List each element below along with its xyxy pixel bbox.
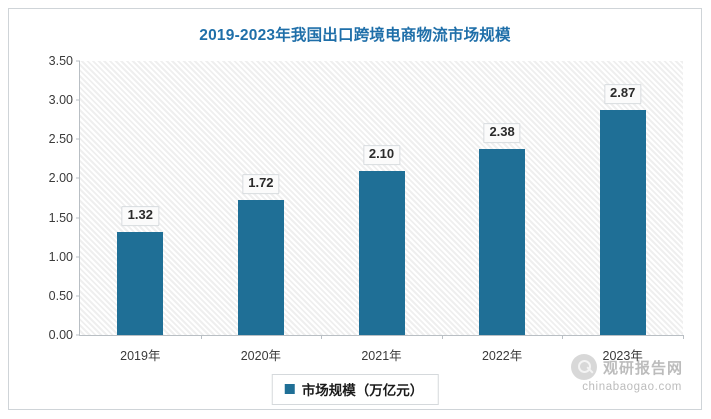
bar[interactable] (117, 231, 164, 335)
y-axis-tick-mark (76, 295, 80, 297)
y-axis-tick-label: 0.50 (48, 288, 73, 303)
y-axis-tick-label: 2.50 (48, 132, 73, 147)
y-axis-tick-label: 0.00 (48, 328, 73, 342)
x-axis-tick-label: 2023年 (602, 349, 643, 363)
x-axis-tick-mark (200, 335, 202, 339)
y-axis-tick-mark (76, 256, 80, 258)
x-axis-tick-mark (562, 335, 564, 339)
x-axis-tick-label: 2020年 (240, 349, 282, 363)
watermark-row: 观研报告网 (570, 354, 683, 380)
y-axis-tick-mark (76, 217, 80, 219)
y-axis-tick-label: 2.00 (48, 171, 73, 186)
y-axis-tick-mark (76, 60, 80, 62)
legend-swatch-icon (284, 384, 295, 394)
y-axis-tick-label: 3.50 (48, 54, 73, 68)
bar-value-label: 2.87 (604, 84, 642, 105)
chart-frame: 2019-2023年我国出口跨境电商物流市场规模 0.00 0.50 1.00 1.5… (8, 8, 702, 410)
bar[interactable] (599, 110, 646, 335)
watermark-name: 观研报告网 (602, 359, 683, 377)
bar-value-label: 2.38 (483, 122, 521, 143)
chart-title: 2019-2023年我国出口跨境电商物流市场规模 (199, 27, 511, 44)
chart-legend: 市场规模（万亿元） (271, 374, 439, 405)
bar[interactable] (479, 148, 526, 335)
y-axis-tick-label: 1.50 (48, 210, 73, 225)
bar-value-label: 2.10 (362, 144, 401, 165)
bar-value-label: 1.32 (121, 205, 159, 226)
magnifier-logo-icon (570, 354, 597, 380)
x-axis-tick-mark (683, 335, 684, 339)
y-axis-tick-mark (76, 138, 80, 140)
bar[interactable] (237, 200, 284, 335)
bar[interactable] (358, 170, 405, 335)
bar-value-label: 1.72 (242, 174, 280, 195)
y-axis-tick-mark (76, 177, 80, 179)
watermark: 观研报告网 chinabaogao.com (570, 354, 683, 393)
plot-area: 0.00 0.50 1.00 1.50 2.00 2.50 3.00 3.50 1.32 2019… (49, 54, 684, 363)
x-axis-tick-label: 2019年 (120, 349, 161, 363)
x-axis-tick-mark (321, 335, 323, 339)
x-axis-tick-label: 2022年 (481, 349, 523, 363)
legend-label: 市场规模（万亿元） (301, 383, 424, 398)
y-axis-tick-mark (76, 334, 80, 336)
y-axis-tick-mark (76, 99, 80, 101)
x-axis-tick-label: 2021年 (361, 349, 402, 363)
x-axis-tick-mark (441, 335, 443, 339)
y-axis-tick-label: 3.00 (48, 93, 73, 108)
y-axis-tick-label: 1.00 (48, 249, 73, 264)
watermark-url: chinabaogao.com (582, 381, 682, 393)
